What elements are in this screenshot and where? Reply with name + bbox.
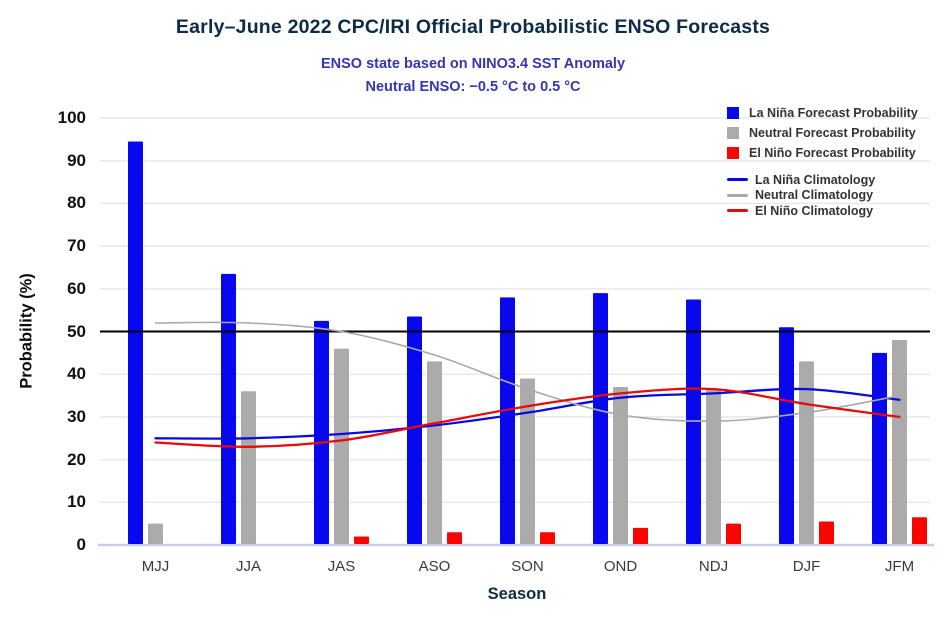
x-tick-label-jfm: JFM [884,558,915,575]
chart-title: Early–June 2022 CPC/IRI Official Probabi… [175,16,771,38]
bar-el-nino-forecast-probability-jas [354,536,369,544]
bar-la-nina-forecast-probability-jja [221,273,236,544]
bar-neutral-forecast-probability-son [520,378,535,544]
chart-subtitle-neutral-range: Neutral ENSO: −0.5 °C to 0.5 °C [365,79,581,95]
x-tick-label-jas: JAS [327,558,356,575]
legend-item-la-nina-forecast-probability: La Niña Forecast Probability [727,103,918,123]
line-neutral-climatology [154,321,901,423]
legend-square-swatch-neutral-forecast-probability [727,127,739,139]
bar-neutral-forecast-probability-mjj [148,523,163,544]
y-tick-label-20: 20 [67,449,86,469]
legend-label: El Niño Climatology [755,203,874,218]
bar-la-nina-forecast-probability-jas [314,320,329,544]
legend-label: Neutral Climatology [755,188,874,203]
x-tick-label-aso: ASO [418,558,451,575]
y-tick-label-10: 10 [67,492,86,512]
legend-item-la-nina-climatology: La Niña Climatology [727,172,918,188]
bar-el-nino-forecast-probability-aso [447,532,462,544]
bar-la-nina-forecast-probability-mjj [128,141,143,545]
bar-neutral-forecast-probability-ond [613,387,628,544]
legend-line-swatch-neutral-climatology [727,193,748,197]
bar-el-nino-forecast-probability-son [540,532,555,544]
y-tick-label-30: 30 [67,406,86,426]
bar-la-nina-forecast-probability-djf [779,327,794,544]
legend-item-el-nino-forecast-probability: El Niño Forecast Probability [727,143,918,163]
bar-neutral-forecast-probability-ndj [706,389,721,544]
bar-la-nina-forecast-probability-ond [593,293,608,544]
x-tick-label-jja: JJA [235,558,261,575]
legend-label: El Niño Forecast Probability [749,146,916,160]
bar-neutral-forecast-probability-jja [241,391,256,544]
chart-subtitle-enso-state: ENSO state based on NINO3.4 SST Anomaly [320,56,626,72]
chart-legend: La Niña Forecast Probability Neutral Fore… [727,103,918,219]
x-tick-label-mjj: MJJ [141,558,170,575]
bar-neutral-forecast-probability-aso [427,361,442,544]
bar-la-nina-forecast-probability-son [500,297,515,544]
legend-item-el-nino-climatology: El Niño Climatology [727,203,918,219]
legend-square-swatch-la-nina-forecast-probability [727,107,739,119]
legend-label: Neutral Forecast Probability [749,126,916,140]
bar-el-nino-forecast-probability-jfm [912,517,927,544]
legend-item-neutral-forecast-probability: Neutral Forecast Probability [727,123,918,143]
bar-el-nino-forecast-probability-djf [819,521,834,544]
bar-neutral-forecast-probability-jfm [892,340,907,544]
y-tick-label-70: 70 [67,236,86,256]
y-axis-title: Probability (%) [17,273,36,389]
y-tick-label-50: 50 [67,321,86,341]
legend-item-neutral-climatology: Neutral Climatology [727,188,918,204]
bar-el-nino-forecast-probability-ndj [726,523,741,544]
y-tick-label-40: 40 [67,364,86,384]
bar-la-nina-forecast-probability-jfm [872,352,887,544]
bar-neutral-forecast-probability-djf [799,361,814,544]
bar-neutral-forecast-probability-jas [334,348,349,544]
x-tick-label-ndj: NDJ [698,558,729,575]
x-tick-label-ond: OND [603,558,638,575]
legend-square-swatch-el-nino-forecast-probability [727,147,739,159]
legend-label: La Niña Forecast Probability [749,106,918,120]
x-tick-label-djf: DJF [792,558,821,575]
bar-el-nino-forecast-probability-ond [633,527,648,544]
legend-spacer [727,163,918,172]
y-tick-label-0: 0 [76,535,86,554]
bar-la-nina-forecast-probability-aso [407,316,422,544]
legend-label: La Niña Climatology [755,172,876,187]
x-axis-title: Season [487,585,547,603]
line-el-nino-climatology [154,387,901,448]
y-tick-label-100: 100 [57,108,86,127]
x-tick-label-son: SON [511,558,544,575]
legend-line-swatch-el-nino-climatology [727,209,748,213]
line-la-nina-climatology [154,387,901,440]
y-tick-label-60: 60 [67,278,86,298]
y-tick-label-80: 80 [67,193,86,213]
legend-line-swatch-la-nina-climatology [727,178,748,182]
y-tick-label-90: 90 [67,150,86,170]
